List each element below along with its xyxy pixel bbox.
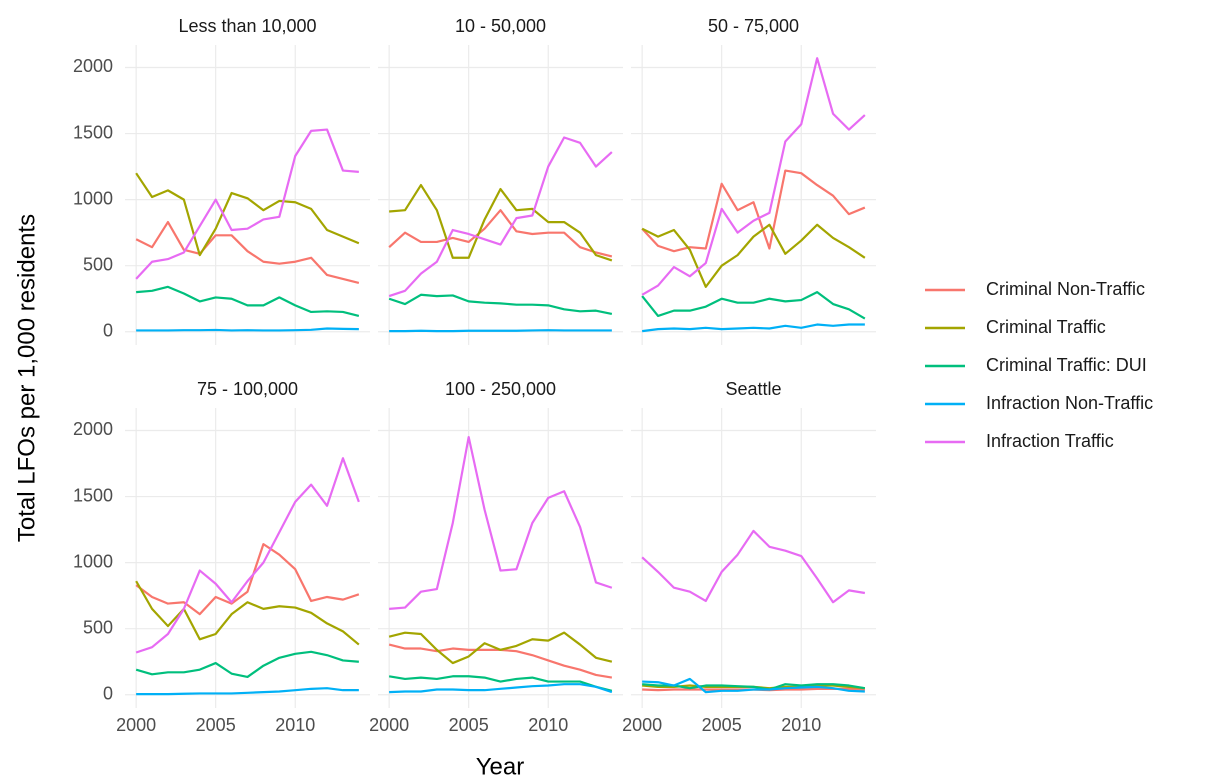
series-line <box>642 683 866 691</box>
y-tick-label: 500 <box>83 254 113 274</box>
series-line <box>388 631 613 665</box>
y-tick-label: 2000 <box>73 419 113 439</box>
legend-label: Infraction Non-Traffic <box>986 393 1153 413</box>
x-tick-label: 2010 <box>275 715 315 735</box>
series-line <box>641 529 866 604</box>
series-line <box>389 683 613 694</box>
y-tick-label: 0 <box>103 321 113 341</box>
y-tick-label: 0 <box>103 684 113 704</box>
series-line <box>388 675 613 692</box>
y-tick-label: 1500 <box>73 485 113 505</box>
series-line <box>389 435 613 610</box>
y-tick-label: 1000 <box>73 188 113 208</box>
facet-title: 100 - 250,000 <box>445 379 556 399</box>
series-line <box>389 183 613 262</box>
x-tick-label: 2010 <box>528 715 568 735</box>
y-tick-label: 1500 <box>73 122 113 142</box>
series-line <box>642 677 865 694</box>
series-line <box>135 172 360 257</box>
y-tick-label: 500 <box>83 617 113 637</box>
x-tick-label: 2000 <box>116 715 156 735</box>
x-tick-label: 2005 <box>196 715 236 735</box>
series-line <box>641 57 866 296</box>
x-tick-label: 2000 <box>369 715 409 735</box>
series-line <box>135 650 359 679</box>
series-line <box>641 291 866 320</box>
facet-title: 50 - 75,000 <box>708 16 799 36</box>
y-tick-label: 1000 <box>73 551 113 571</box>
legend-label: Criminal Non-Traffic <box>986 279 1145 299</box>
legend-label: Criminal Traffic: DUI <box>986 355 1147 375</box>
series-line <box>135 128 359 280</box>
series-line <box>136 327 359 332</box>
facet-title: Less than 10,000 <box>178 16 316 36</box>
facet-title: 10 - 50,000 <box>455 16 546 36</box>
x-axis-title: Year <box>476 753 525 780</box>
series-line <box>136 285 360 317</box>
series-line <box>641 169 866 253</box>
x-tick-label: 2000 <box>622 715 662 735</box>
legend-label: Criminal Traffic <box>986 317 1106 337</box>
series-line <box>388 293 613 316</box>
series-line <box>136 687 359 696</box>
series-line <box>135 220 360 284</box>
x-tick-label: 2010 <box>781 715 821 735</box>
series-line <box>642 323 865 333</box>
facet-title: Seattle <box>725 379 781 399</box>
series-line <box>388 209 613 258</box>
series-line <box>135 543 360 616</box>
series-line <box>641 223 866 288</box>
series-line <box>135 457 360 654</box>
y-axis-title: Total LFOs per 1,000 residents <box>13 214 40 542</box>
x-tick-label: 2005 <box>449 715 489 735</box>
legend-label: Infraction Traffic <box>986 431 1114 451</box>
series-line <box>388 136 613 298</box>
facet-title: 75 - 100,000 <box>197 379 298 399</box>
x-tick-label: 2005 <box>702 715 742 735</box>
y-tick-label: 2000 <box>73 56 113 76</box>
series-line <box>389 329 612 333</box>
series-line <box>135 580 360 646</box>
